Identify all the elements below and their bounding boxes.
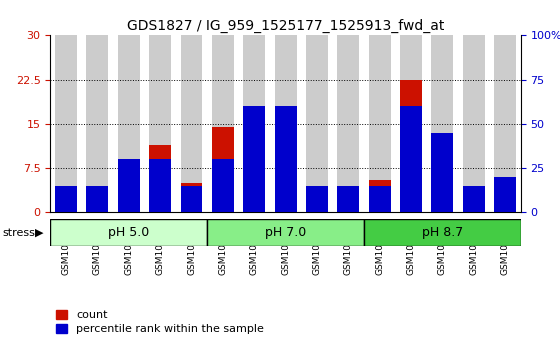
Bar bbox=[180, 183, 203, 212]
Bar bbox=[364, 219, 521, 246]
Bar bbox=[55, 35, 77, 212]
Bar bbox=[243, 106, 265, 212]
Bar bbox=[212, 35, 234, 212]
Bar bbox=[463, 186, 485, 212]
Text: pH 7.0: pH 7.0 bbox=[265, 226, 306, 239]
Title: GDS1827 / IG_959_1525177_1525913_fwd_at: GDS1827 / IG_959_1525177_1525913_fwd_at bbox=[127, 19, 444, 33]
Bar bbox=[337, 204, 360, 212]
Bar bbox=[212, 127, 234, 212]
Bar bbox=[149, 144, 171, 212]
Bar bbox=[243, 168, 265, 212]
Bar bbox=[212, 159, 234, 212]
Bar bbox=[494, 35, 516, 212]
Bar bbox=[431, 35, 454, 212]
Bar bbox=[306, 195, 328, 212]
Bar bbox=[180, 186, 203, 212]
Bar bbox=[118, 159, 140, 212]
Bar bbox=[306, 35, 328, 212]
Bar bbox=[494, 177, 516, 212]
Bar bbox=[86, 186, 109, 212]
Bar bbox=[431, 174, 454, 212]
Bar bbox=[55, 186, 77, 212]
Bar bbox=[50, 219, 207, 246]
Bar bbox=[463, 35, 485, 212]
Bar bbox=[368, 35, 391, 212]
Text: ▶: ▶ bbox=[35, 228, 43, 238]
Text: stress: stress bbox=[3, 228, 36, 238]
Bar bbox=[274, 124, 297, 212]
Bar bbox=[55, 201, 77, 212]
Bar bbox=[86, 35, 109, 212]
Bar bbox=[400, 106, 422, 212]
Bar bbox=[400, 80, 422, 212]
Bar bbox=[118, 35, 140, 212]
Legend: count, percentile rank within the sample: count, percentile rank within the sample bbox=[56, 310, 264, 334]
Bar bbox=[400, 35, 422, 212]
Bar bbox=[306, 186, 328, 212]
Bar bbox=[118, 174, 140, 212]
Text: pH 5.0: pH 5.0 bbox=[108, 226, 150, 239]
Bar bbox=[86, 198, 109, 212]
Bar bbox=[149, 35, 171, 212]
Bar bbox=[274, 35, 297, 212]
Bar bbox=[243, 35, 265, 212]
Bar bbox=[463, 202, 485, 212]
Text: pH 8.7: pH 8.7 bbox=[422, 226, 463, 239]
Bar bbox=[149, 159, 171, 212]
Bar bbox=[337, 35, 360, 212]
Bar bbox=[180, 35, 203, 212]
Bar bbox=[431, 133, 454, 212]
Bar bbox=[368, 180, 391, 212]
Bar bbox=[368, 186, 391, 212]
Bar bbox=[207, 219, 364, 246]
Bar bbox=[337, 186, 360, 212]
Bar bbox=[494, 192, 516, 212]
Bar bbox=[274, 106, 297, 212]
